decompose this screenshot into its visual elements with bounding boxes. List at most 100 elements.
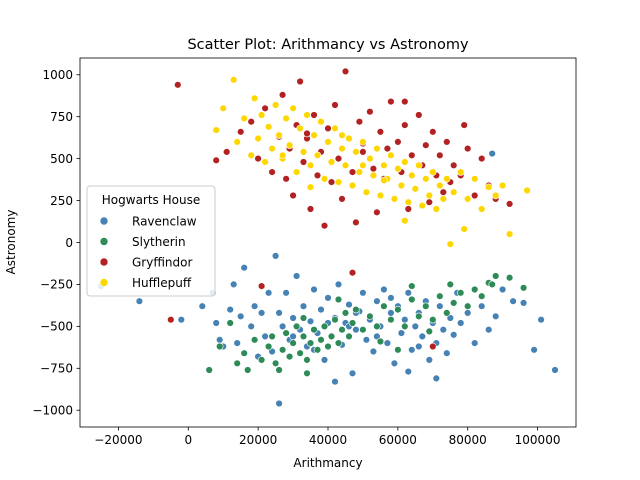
point-ravenclaw-54 — [390, 359, 399, 367]
x-tick-label-1: 0 — [184, 433, 192, 447]
point-gryffindor-56 — [436, 151, 444, 160]
x-tick-label-6: 100000 — [515, 433, 561, 447]
point-slytherin-56 — [303, 369, 311, 377]
point-ravenclaw-82 — [530, 346, 538, 354]
point-slytherin-22 — [317, 336, 325, 344]
chart-title: Scatter Plot: Arithmancy vs Astronomy — [187, 37, 468, 53]
point-hufflepuff-11 — [268, 144, 276, 153]
point-ravenclaw-33 — [317, 305, 325, 314]
point-hufflepuff-72 — [523, 186, 531, 195]
x-axis-ticks: −20000 0 20000 40000 60000 80000 100000 — [94, 427, 560, 447]
plot-frame — [79, 57, 577, 428]
point-hufflepuff-51 — [408, 171, 416, 180]
point-hufflepuff-77 — [278, 151, 287, 160]
point-gryffindor-0 — [174, 81, 182, 89]
point-gryffindor-33 — [355, 117, 364, 126]
point-ravenclaw-41 — [345, 300, 353, 309]
point-gryffindor-3 — [223, 148, 231, 156]
point-slytherin-1 — [216, 342, 224, 351]
y-axis-label: Astronomy — [4, 210, 18, 275]
point-slytherin-64 — [425, 327, 433, 336]
point-ravenclaw-79 — [498, 285, 507, 294]
x-tick-label-0: −20000 — [94, 433, 142, 447]
y-tick-label-8: 1000 — [42, 68, 73, 82]
point-hufflepuff-0 — [212, 126, 220, 134]
point-ravenclaw-89 — [488, 149, 496, 158]
point-slytherin-30 — [345, 332, 353, 341]
point-slytherin-63 — [376, 337, 385, 346]
point-gryffindor-25 — [327, 178, 336, 186]
point-gryffindor-50 — [415, 111, 423, 119]
point-ravenclaw-75 — [471, 339, 479, 347]
point-slytherin-36 — [380, 302, 388, 310]
point-hufflepuff-42 — [376, 191, 385, 200]
point-slytherin-4 — [240, 349, 248, 357]
point-slytherin-45 — [443, 309, 451, 317]
point-ravenclaw-10 — [233, 339, 241, 347]
point-ravenclaw-13 — [247, 322, 255, 331]
point-slytherin-18 — [303, 356, 311, 364]
point-hufflepuff-41 — [373, 144, 381, 153]
legend-label-gryffindor: Gryffindor — [132, 255, 193, 269]
point-gryffindor-4 — [237, 128, 245, 136]
point-hufflepuff-20 — [299, 148, 308, 156]
point-hufflepuff-56 — [425, 191, 433, 200]
point-ravenclaw-43 — [352, 326, 360, 334]
point-ravenclaw-22 — [278, 322, 287, 331]
point-ravenclaw-8 — [226, 305, 234, 314]
point-gryffindor-38 — [373, 208, 381, 217]
point-ravenclaw-3 — [198, 302, 207, 310]
point-ravenclaw-56 — [397, 329, 406, 337]
y-tick-label-2: −500 — [40, 320, 73, 334]
point-hufflepuff-19 — [296, 124, 304, 133]
point-slytherin-59 — [334, 295, 343, 304]
x-axis-label: Arithmancy — [293, 456, 362, 470]
point-slytherin-13 — [285, 352, 294, 361]
point-hufflepuff-24 — [313, 151, 322, 160]
point-gryffindor-26 — [331, 101, 339, 109]
point-slytherin-43 — [429, 316, 437, 324]
point-gryffindor-57 — [439, 188, 447, 196]
point-ravenclaw-80 — [509, 297, 517, 305]
point-gryffindor-52 — [422, 141, 430, 149]
point-hufflepuff-7 — [254, 134, 262, 143]
point-gryffindor-63 — [471, 191, 479, 200]
point-gryffindor-41 — [383, 144, 392, 153]
point-hufflepuff-9 — [261, 158, 269, 166]
legend-title: Hogwarts House — [102, 193, 200, 207]
point-slytherin-26 — [331, 316, 339, 324]
y-tick-label-7: 750 — [50, 110, 73, 124]
point-hufflepuff-33 — [345, 134, 353, 143]
point-slytherin-24 — [324, 342, 332, 351]
point-ravenclaw-18 — [264, 289, 273, 297]
point-gryffindor-39 — [376, 128, 385, 136]
point-slytherin-11 — [278, 346, 287, 354]
point-ravenclaw-84 — [551, 366, 559, 374]
point-slytherin-32 — [352, 305, 360, 314]
point-hufflepuff-48 — [397, 181, 406, 190]
point-ravenclaw-74 — [464, 309, 472, 317]
point-hufflepuff-76 — [306, 183, 315, 191]
point-slytherin-35 — [373, 322, 381, 331]
point-slytherin-31 — [348, 319, 357, 327]
point-ravenclaw-12 — [240, 264, 248, 272]
point-gryffindor-24 — [324, 124, 332, 133]
point-hufflepuff-31 — [338, 144, 346, 153]
y-tick-label-5: 250 — [50, 194, 73, 208]
point-hufflepuff-69 — [492, 191, 500, 200]
point-hufflepuff-73 — [460, 225, 468, 233]
point-gryffindor-71 — [401, 97, 409, 106]
point-gryffindor-73 — [460, 121, 468, 129]
legend-label-hufflepuff: Hufflepuff — [132, 276, 192, 290]
point-slytherin-49 — [471, 285, 479, 294]
point-gryffindor-7 — [257, 282, 266, 290]
point-gryffindor-31 — [348, 168, 357, 176]
point-gryffindor-1 — [167, 316, 175, 324]
point-ravenclaw-23 — [282, 289, 290, 297]
point-slytherin-2 — [226, 319, 234, 327]
point-ravenclaw-2 — [177, 316, 186, 324]
point-gryffindor-58 — [443, 138, 451, 146]
point-ravenclaw-68 — [439, 326, 447, 334]
point-hufflepuff-49 — [401, 158, 409, 166]
point-gryffindor-21 — [313, 171, 322, 180]
